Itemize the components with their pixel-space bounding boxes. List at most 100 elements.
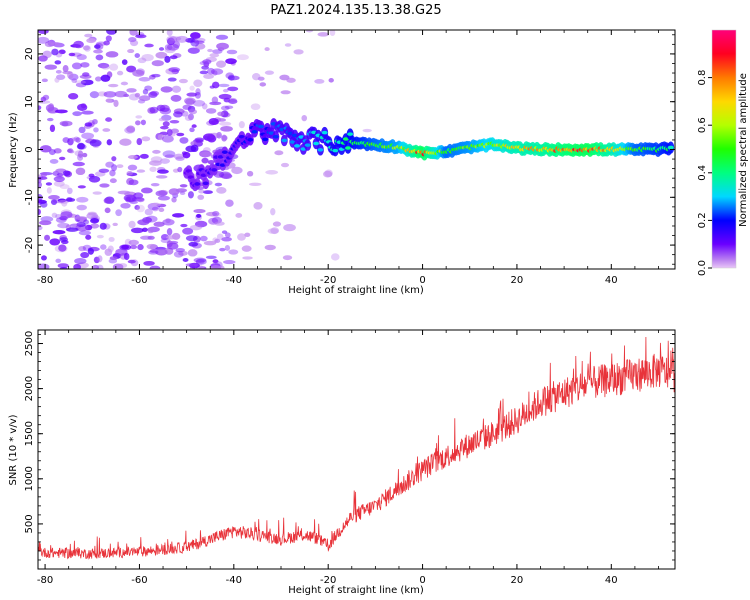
heatmap-cell xyxy=(53,175,65,183)
heatmap-cell xyxy=(69,223,80,227)
heatmap-cell xyxy=(149,160,162,166)
heatmap-cell xyxy=(53,180,65,187)
heatmap-cell xyxy=(194,91,201,99)
heatmap-cell xyxy=(202,147,211,153)
heatmap-cell xyxy=(262,137,269,142)
heatmap-cell xyxy=(218,265,225,269)
heatmap-cell xyxy=(284,43,292,47)
heatmap-cell xyxy=(155,51,168,59)
heatmap-cell xyxy=(105,161,115,168)
heatmap-cell xyxy=(203,61,210,68)
heatmap-cell xyxy=(324,169,333,178)
heatmap-cell xyxy=(212,210,220,217)
heatmap-cell xyxy=(52,229,66,235)
heatmap-cell xyxy=(57,198,67,203)
heatmap-cell xyxy=(45,182,53,186)
heatmap-cell xyxy=(159,107,172,115)
snr-y-axis: 500 1000 1500 2000 2500 xyxy=(24,331,675,570)
heatmap-cell xyxy=(108,83,119,88)
heatmap-cell xyxy=(314,79,325,84)
heatmap-cell xyxy=(187,249,198,257)
heatmap-cell xyxy=(68,150,75,154)
heatmap-cell xyxy=(281,138,288,143)
heatmap-cell xyxy=(220,105,230,111)
heatmap-cell xyxy=(162,218,175,226)
heatmap-cell xyxy=(143,260,155,266)
heatmap-cell xyxy=(136,204,145,213)
x-tick-label: -40 xyxy=(226,275,242,286)
heatmap-cell xyxy=(148,250,159,255)
x-tick-label: -60 xyxy=(131,275,147,286)
heatmap-cell xyxy=(134,53,141,58)
heatmap-cell xyxy=(92,264,100,269)
heatmap-cell xyxy=(186,92,198,97)
heatmap-cell xyxy=(56,74,66,81)
heatmap-cell xyxy=(321,130,328,135)
heatmap-cell xyxy=(171,85,182,93)
heatmap-cell xyxy=(86,212,99,220)
heatmap-cell xyxy=(205,108,217,114)
heatmap-cell xyxy=(151,202,161,207)
heatmap-cell xyxy=(117,190,131,195)
heatmap-cell xyxy=(137,244,144,251)
heatmap-cell xyxy=(96,234,104,239)
heatmap-cell xyxy=(216,42,229,50)
heatmap-cell xyxy=(219,121,232,126)
heatmap-cell xyxy=(111,156,117,162)
heatmap-cell xyxy=(78,246,87,252)
heatmap-cell xyxy=(136,137,143,146)
heatmap-cell xyxy=(189,85,195,91)
heatmap-cell xyxy=(49,238,61,246)
heatmap-cell xyxy=(115,248,128,256)
heatmap-cell xyxy=(272,221,282,227)
heatmap-cell xyxy=(208,118,219,125)
heatmap-cell xyxy=(151,206,159,212)
heatmap-cell xyxy=(257,124,264,129)
heatmap-cell xyxy=(57,222,70,229)
heatmap-cell xyxy=(221,150,228,154)
heatmap-cell xyxy=(221,237,232,242)
colorbar-tick-label: 0.0 xyxy=(697,260,708,276)
heatmap-cell xyxy=(106,139,113,146)
heatmap-cell xyxy=(195,259,205,265)
heatmap-cell xyxy=(182,104,192,110)
heatmap-cell xyxy=(228,99,238,105)
heatmap-cell xyxy=(68,93,79,100)
heatmap-cell xyxy=(329,30,336,36)
heatmap-cell xyxy=(66,197,73,202)
heatmap-cell xyxy=(313,141,320,146)
heatmap-cell xyxy=(280,90,291,95)
heatmap-cell xyxy=(173,111,183,118)
heatmap-cell xyxy=(54,60,62,65)
heatmap-cell xyxy=(225,199,234,207)
heatmap-cell xyxy=(294,144,301,148)
heatmap-cell xyxy=(176,132,185,137)
spectrogram-x-axis: -80 -60 -40 -20 0 20 40 xyxy=(37,30,659,286)
heatmap-cell xyxy=(224,245,231,251)
heatmap-cell xyxy=(179,184,188,188)
heatmap-cell xyxy=(225,58,237,65)
heatmap-cell xyxy=(55,69,62,74)
heatmap-cell xyxy=(128,179,139,186)
heatmap-cell xyxy=(223,260,236,265)
heatmap-cell xyxy=(180,223,188,228)
heatmap-cell xyxy=(38,36,50,44)
spectrogram-y-label: Frequency (Hz) xyxy=(8,112,19,188)
heatmap-cell xyxy=(103,197,112,204)
x-tick-label: 40 xyxy=(605,575,618,586)
heatmap-cell xyxy=(220,125,233,132)
heatmap-cell xyxy=(190,144,199,153)
heatmap-cell xyxy=(38,263,50,269)
heatmap-cell xyxy=(237,233,246,241)
heatmap-cell xyxy=(49,124,56,133)
heatmap-cell xyxy=(138,95,151,102)
heatmap-cell xyxy=(118,263,128,268)
heatmap-cell xyxy=(62,170,71,177)
heatmap-cell xyxy=(270,227,280,235)
heatmap-cell xyxy=(198,189,205,194)
heatmap-cell xyxy=(164,154,175,159)
heatmap-cell xyxy=(48,103,54,111)
heatmap-cell xyxy=(212,70,218,76)
heatmap-cell xyxy=(182,258,189,262)
heatmap-cell xyxy=(84,122,93,127)
